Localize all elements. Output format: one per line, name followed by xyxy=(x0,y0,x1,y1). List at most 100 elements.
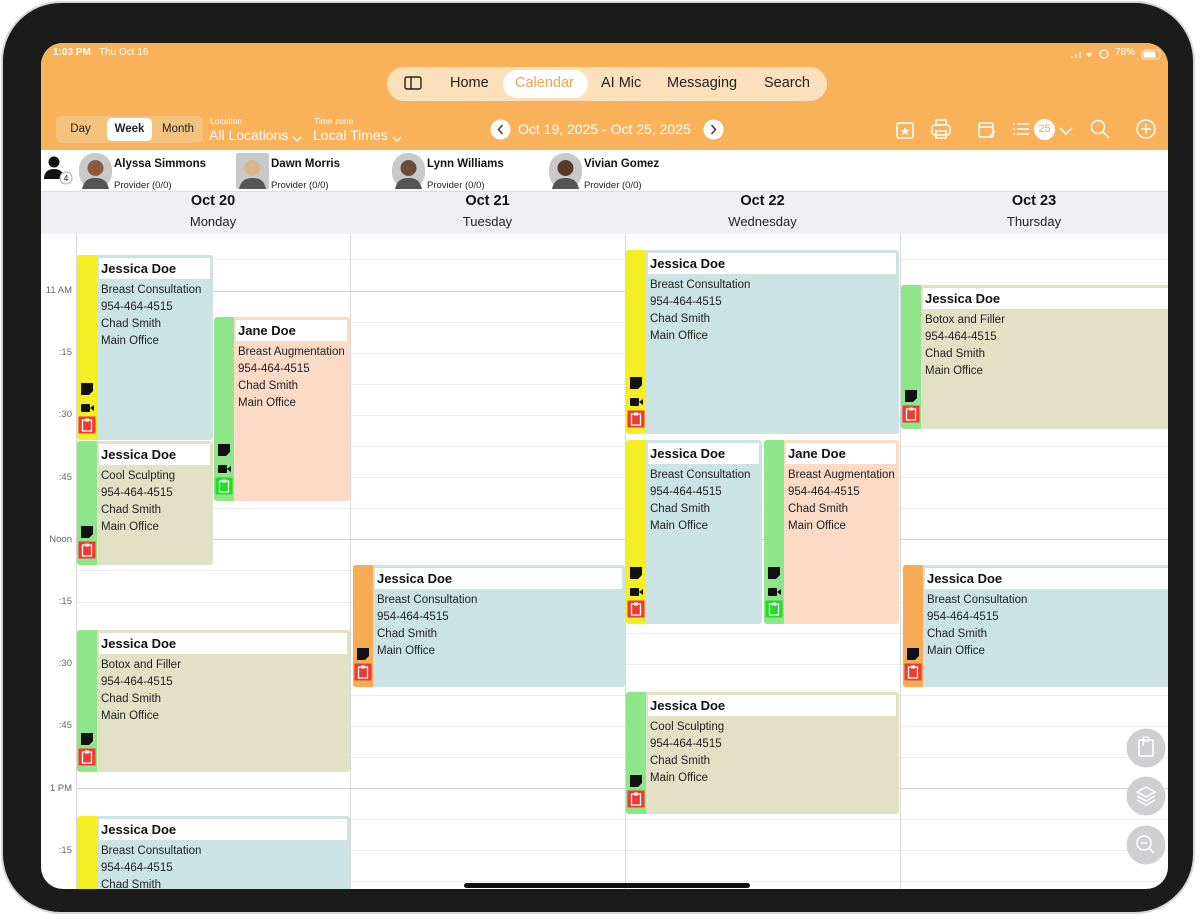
view-mode-btn[interactable]: Week xyxy=(107,118,152,141)
clipboard-svg xyxy=(78,748,96,766)
list-badge[interactable]: 25 xyxy=(1034,119,1055,140)
grid-line xyxy=(76,539,1168,541)
appointment-location: Main Office xyxy=(788,520,846,532)
status-date: Thu Oct 16 xyxy=(99,47,149,58)
nav-item[interactable]: Calendar xyxy=(515,75,574,91)
grid-line xyxy=(76,477,1168,479)
time-label: 1 PM xyxy=(49,782,72,794)
day-date: Oct 20 xyxy=(190,193,236,209)
grid-line xyxy=(76,694,1168,696)
appointment-phone: 954-464-4515 xyxy=(101,487,173,499)
nav-item[interactable]: Home xyxy=(450,75,489,91)
provider-name[interactable]: Alyssa Simmons xyxy=(114,158,207,170)
patient-name: Jessica Doe xyxy=(650,256,726,271)
nav-item[interactable]: Messaging xyxy=(667,75,738,91)
appointment[interactable]: Jessica Doe Breast Consultation 954-464-45… xyxy=(77,816,350,889)
floating-button[interactable] xyxy=(1126,728,1166,768)
appointment-service: Botox and Filler xyxy=(101,659,181,671)
name-bar xyxy=(786,443,896,464)
sidebar-toggle[interactable] xyxy=(404,75,422,91)
appointment-service: Breast Augmentation xyxy=(238,346,345,358)
appointment[interactable]: Jessica Doe Botox and Filler 954-464-4515 C… xyxy=(77,630,350,772)
time-label: 11 AM xyxy=(45,285,72,296)
list[interactable] xyxy=(1012,121,1030,137)
nav-item[interactable]: AI Mic xyxy=(601,75,642,91)
appointment-location: Main Office xyxy=(101,335,159,347)
grid-line xyxy=(76,446,1168,447)
add-svg xyxy=(1136,119,1156,139)
provider-name[interactable]: Vivian Gomez xyxy=(584,158,660,170)
appointment[interactable]: Jane Doe Breast Augmentation 954-464-4515 C… xyxy=(764,440,899,624)
view-mode-btn[interactable]: Month xyxy=(162,123,194,135)
note-icon xyxy=(630,774,642,787)
grid-line xyxy=(76,788,1168,790)
clipboard-svg xyxy=(354,663,372,681)
calendar-edit-svg xyxy=(978,122,996,138)
grid-line xyxy=(76,881,1168,883)
floating-button[interactable] xyxy=(1126,776,1166,816)
floating-button[interactable] xyxy=(1126,825,1166,865)
note-svg xyxy=(81,733,93,745)
provider-name[interactable]: Dawn Morris xyxy=(271,158,341,170)
grid-line xyxy=(76,259,1168,261)
appointment[interactable]: Jessica Doe Cool Sculpting 954-464-4515 Cha… xyxy=(77,441,213,565)
appointment[interactable]: Jessica Doe Breast Consultation 954-464-45… xyxy=(626,440,762,624)
appointment[interactable]: Jessica Doe Breast Consultation 954-464-45… xyxy=(626,250,899,434)
note-svg xyxy=(630,567,642,579)
note-icon xyxy=(630,566,642,579)
appointment-location: Main Office xyxy=(650,330,708,342)
calendar-edit[interactable] xyxy=(977,120,997,139)
time-label: :15 xyxy=(58,347,72,359)
appointment[interactable]: Jessica Doe Breast Consultation 954-464-45… xyxy=(903,565,1168,687)
appointment-provider: Chad Smith xyxy=(238,380,299,392)
name-bar xyxy=(648,253,896,274)
clipboard-icon xyxy=(78,748,96,766)
provider-name[interactable]: Lynn Williams xyxy=(427,158,504,170)
appointment[interactable]: Jessica Doe Cool Sculpting 954-464-4515 Cha… xyxy=(626,692,899,814)
appointment-phone: 954-464-4515 xyxy=(101,862,173,874)
add[interactable] xyxy=(1136,119,1156,139)
time-label: :30 xyxy=(58,409,72,421)
note-svg xyxy=(907,648,919,660)
provider-avatar xyxy=(392,153,425,189)
prev-week[interactable] xyxy=(490,119,511,140)
patient-name: Jessica Doe xyxy=(927,571,1003,586)
appointment-service: Breast Consultation xyxy=(101,845,202,857)
appointment-service: Botox and Filler xyxy=(925,314,1005,326)
appointment-phone: 954-464-4515 xyxy=(925,331,997,343)
calendar-star-svg xyxy=(896,122,914,139)
battery-icon-svg xyxy=(1141,49,1161,60)
search[interactable] xyxy=(1090,119,1110,139)
chev[interactable] xyxy=(1059,123,1073,136)
note-svg xyxy=(357,648,369,660)
appointment[interactable]: Jessica Doe Botox and Filler 954-464-4515 C… xyxy=(901,285,1168,429)
grid-line xyxy=(76,321,1168,323)
location-value[interactable]: All Locations xyxy=(209,127,289,143)
name-bar xyxy=(923,288,1168,309)
appointment[interactable]: Jessica Doe Breast Consultation 954-464-45… xyxy=(353,565,625,687)
appointment[interactable]: Jane Doe Breast Augmentation 954-464-4515 C… xyxy=(214,317,350,501)
view-mode-btn[interactable]: Day xyxy=(70,123,91,135)
appointment-service: Breast Consultation xyxy=(927,594,1028,606)
appointment-provider: Chad Smith xyxy=(101,504,162,516)
print[interactable] xyxy=(930,118,952,140)
appointment[interactable]: Jessica Doe Breast Consultation 954-464-45… xyxy=(77,255,213,440)
timezone-value[interactable]: Local Times xyxy=(313,127,388,143)
appointment-phone: 954-464-4515 xyxy=(650,738,722,750)
provider-avatar xyxy=(549,153,582,189)
next-week[interactable] xyxy=(703,119,724,140)
provider-role: Provider (0/0) xyxy=(271,180,329,191)
clipboard-icon xyxy=(215,477,233,495)
time-label: Noon xyxy=(49,533,72,545)
status-time: 1:03 PM xyxy=(53,47,91,58)
screen: 1:03 PM Thu Oct 16 78% Home Calendar AI Mic Me… xyxy=(41,43,1168,889)
floating-button-svg xyxy=(1126,776,1166,816)
time-label: :15 xyxy=(58,844,72,856)
nav-item[interactable]: Search xyxy=(764,75,810,91)
clipboard-icon xyxy=(354,663,372,681)
prev-week-svg xyxy=(490,119,511,140)
calendar-star[interactable] xyxy=(895,120,915,139)
appointment-service: Breast Consultation xyxy=(650,279,751,291)
name-bar xyxy=(99,819,347,840)
